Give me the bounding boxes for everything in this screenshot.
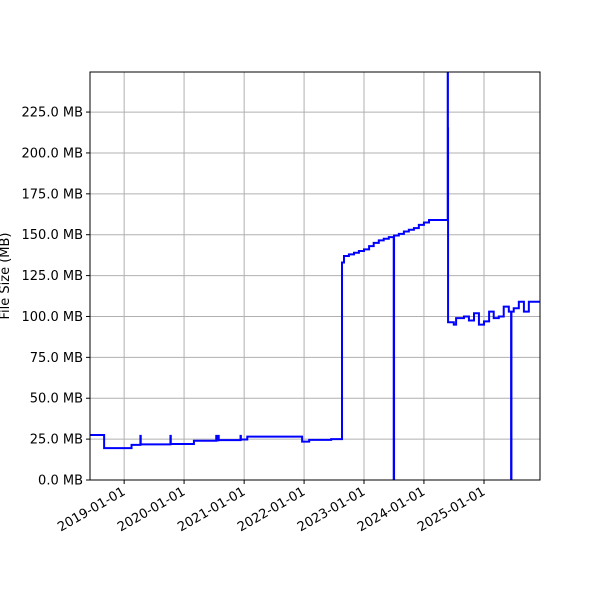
y-tick-label: 150.0 MB <box>22 228 83 243</box>
y-axis: 0.0 MB 25.0 MB 50.0 MB 75.0 MB 100.0 MB 125.0… <box>22 106 90 489</box>
y-tick-label: 225.0 MB <box>22 106 83 121</box>
y-tick-label: 125.0 MB <box>22 269 83 284</box>
x-axis: 2019-01-012020-01-012021-01-012022-01-01… <box>55 480 488 535</box>
series-line <box>90 72 540 480</box>
x-tick-label: 2024-01-01 <box>355 484 428 535</box>
y-tick-label: 175.0 MB <box>22 187 83 202</box>
y-tick-label: 50.0 MB <box>30 392 83 407</box>
y-tick-label: 75.0 MB <box>30 351 83 366</box>
x-tick-label: 2020-01-01 <box>115 484 188 535</box>
y-tick-label: 25.0 MB <box>30 433 83 448</box>
grid <box>90 72 540 481</box>
y-tick-label: 0.0 MB <box>38 474 83 489</box>
x-tick-label: 2025-01-01 <box>415 484 488 535</box>
y-tick-label: 100.0 MB <box>22 310 83 325</box>
y-axis-label: File Size (MB) <box>0 233 13 320</box>
y-tick-label: 200.0 MB <box>22 146 83 161</box>
